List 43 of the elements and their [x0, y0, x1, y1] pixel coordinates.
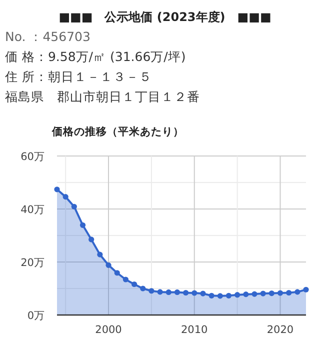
point [62, 194, 68, 200]
text: No. ：456703 [5, 29, 90, 44]
text: 福島県 郡山市朝日１丁目１２番 [5, 89, 200, 104]
y-tick-label: 20万 [20, 257, 45, 269]
chart-title: ■■■ 公示地価 (2023年度) ■■■ [58, 10, 272, 24]
x-tick-label: 2000 [95, 324, 122, 336]
point [106, 262, 112, 268]
y-tick-label: 40万 [20, 204, 45, 216]
point [140, 286, 146, 292]
point [268, 290, 274, 296]
point [208, 292, 214, 298]
point [277, 290, 284, 296]
point [88, 236, 94, 242]
text: 価 格：9.58万/㎡ (31.66万/坪) [5, 49, 186, 64]
point [131, 281, 138, 288]
point [200, 290, 206, 296]
point [294, 289, 300, 295]
point [303, 286, 309, 292]
point [157, 289, 163, 295]
point [286, 290, 292, 296]
point [243, 292, 249, 298]
point [80, 222, 86, 228]
x-tick-label: 2010 [181, 324, 208, 336]
point [54, 186, 60, 192]
point [182, 290, 189, 296]
point [234, 292, 240, 298]
point [226, 292, 232, 298]
point [166, 289, 172, 296]
point [71, 204, 77, 210]
point [114, 270, 120, 276]
y-tick-label: 0万 [27, 310, 45, 322]
point [260, 290, 266, 296]
point [217, 293, 223, 299]
point [97, 252, 103, 258]
y-tick-label: 60万 [20, 151, 45, 163]
point [148, 288, 154, 294]
x-tick-label: 2020 [266, 324, 294, 336]
point [122, 276, 128, 282]
point [174, 289, 180, 296]
point [192, 290, 198, 296]
point [252, 291, 258, 297]
chart-subtitle: 価格の推移（平米あたり） [51, 125, 184, 138]
text: 住 所：朝日１－１３－５ [4, 69, 152, 84]
